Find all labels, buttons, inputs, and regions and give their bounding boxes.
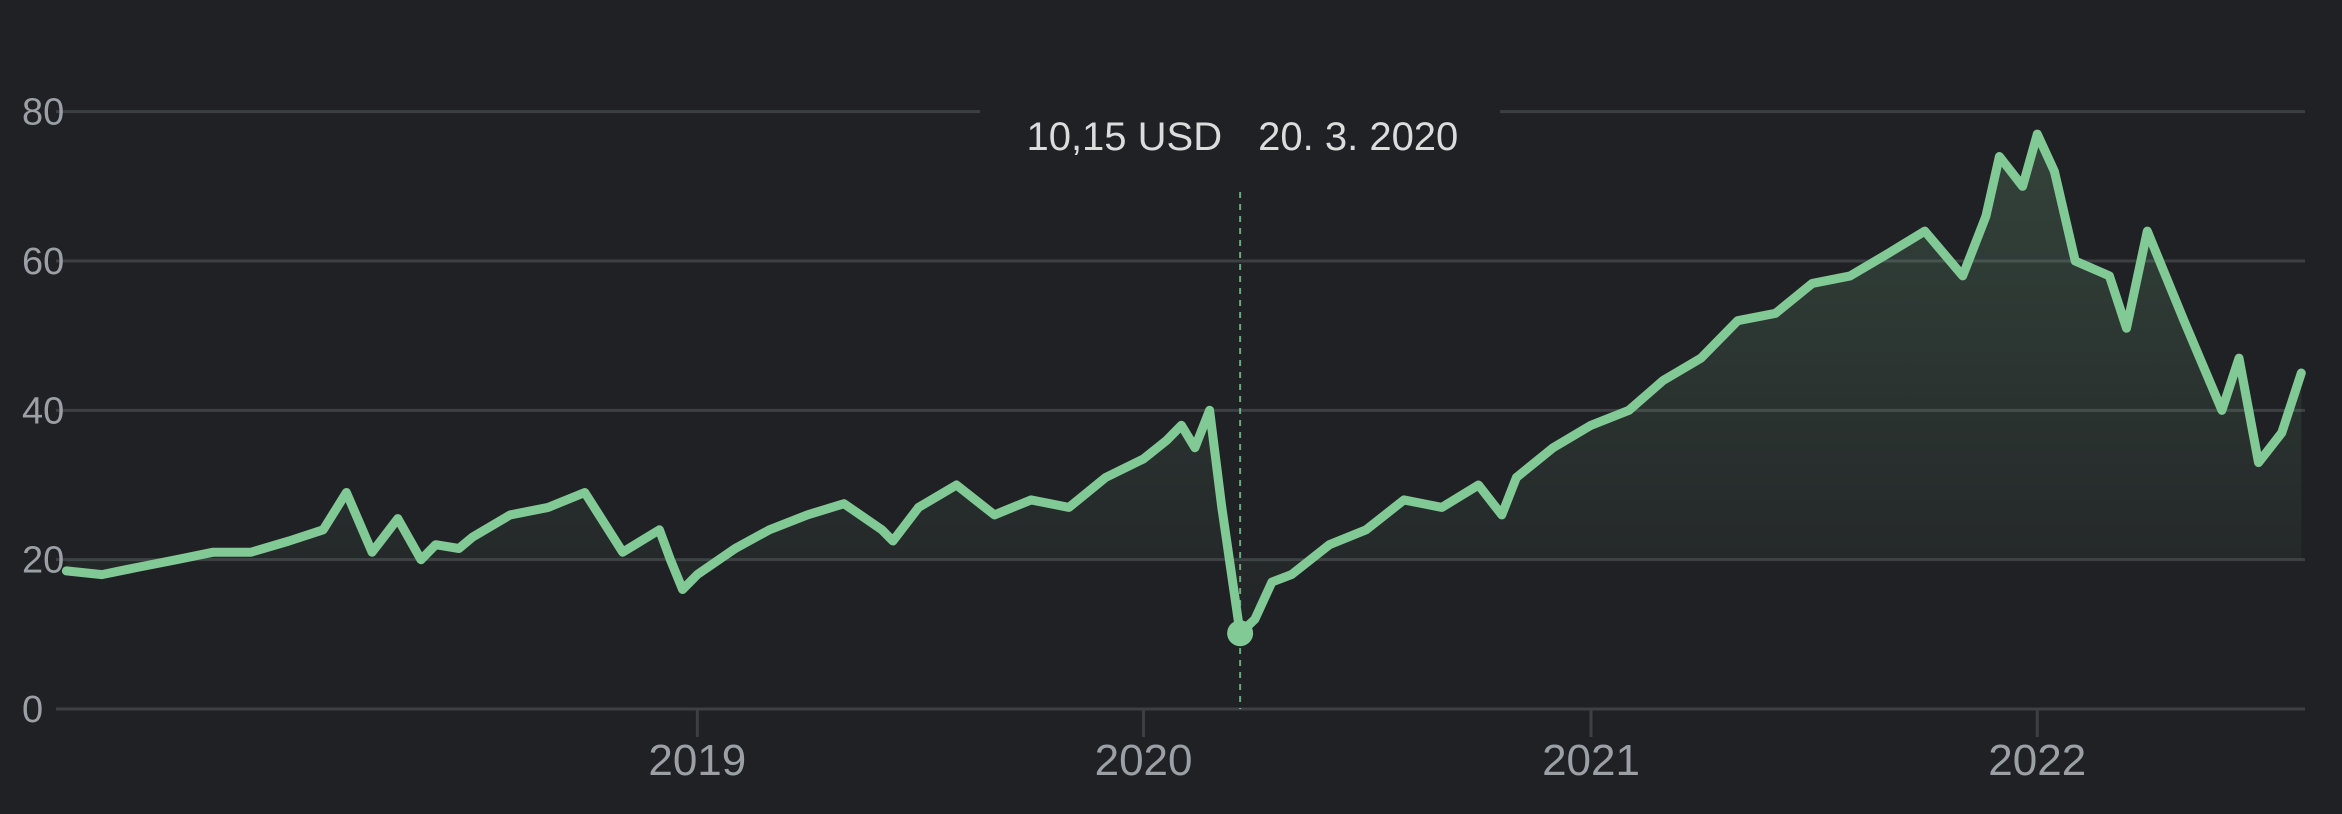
x-tick-label: 2019 (648, 736, 746, 785)
data-point (840, 500, 848, 508)
data-point (1206, 406, 1214, 414)
data-point (1438, 503, 1446, 511)
hover-tooltip: 10,15 USD 20. 3. 2020 (980, 110, 1501, 166)
data-point (2180, 317, 2188, 325)
selected-point-marker (1227, 620, 1254, 647)
data-point (544, 503, 552, 511)
data-point (1177, 421, 1185, 429)
data-point (2033, 130, 2041, 138)
data-point (2050, 167, 2058, 175)
price-area-fill (66, 134, 2302, 634)
data-point (417, 556, 425, 564)
data-point (1734, 317, 1742, 325)
data-point (506, 511, 514, 519)
data-point (731, 544, 739, 552)
data-point (878, 526, 886, 534)
data-point (1102, 474, 1110, 482)
data-point (172, 556, 180, 564)
data-point (1995, 152, 2003, 160)
data-point (1808, 279, 1816, 287)
data-point (1587, 421, 1595, 429)
tooltip-background (980, 110, 1501, 166)
data-point (990, 511, 998, 519)
data-point (803, 511, 811, 519)
data-point (1625, 406, 1633, 414)
data-point (1498, 511, 1506, 519)
y-tick-label: 60 (22, 241, 64, 283)
data-point (2143, 227, 2151, 235)
data-point (1065, 503, 1073, 511)
data-point (135, 563, 143, 571)
data-point (2218, 406, 2226, 414)
data-point (1512, 474, 1520, 482)
data-point (247, 548, 255, 556)
x-tick-label: 2021 (1542, 736, 1640, 785)
y-axis: 0 20 40 60 80 (22, 92, 64, 731)
data-point (666, 556, 674, 564)
data-point (693, 571, 701, 579)
data-point (619, 548, 627, 556)
data-point (679, 586, 687, 594)
data-point (468, 533, 476, 541)
data-point (1268, 578, 1276, 586)
x-tick-label: 2022 (1988, 736, 2086, 785)
data-point (2123, 324, 2131, 332)
data-point (209, 548, 217, 556)
data-point (1400, 496, 1408, 504)
data-point (342, 488, 350, 496)
data-point (1846, 272, 1854, 280)
data-point (2019, 182, 2027, 190)
data-point (1772, 309, 1780, 317)
tooltip-date: 20. 3. 2020 (1258, 115, 1458, 159)
data-point (394, 515, 402, 523)
y-tick-label: 80 (22, 92, 64, 134)
data-point (1140, 455, 1148, 463)
data-point (285, 537, 293, 545)
price-line[interactable] (61, 129, 2306, 638)
data-point (1218, 503, 1226, 511)
data-point (1959, 272, 1967, 280)
data-point (2297, 369, 2305, 377)
x-axis: 2019 2020 2021 2022 (648, 709, 2086, 785)
data-point (2255, 459, 2263, 467)
data-point (98, 571, 106, 579)
data-point (1475, 481, 1483, 489)
data-point (1163, 436, 1171, 444)
data-point (1884, 250, 1892, 258)
data-point (1982, 212, 1990, 220)
data-point (1325, 541, 1333, 549)
y-tick-label: 0 (22, 689, 43, 731)
data-point (319, 526, 327, 534)
data-point (1921, 227, 1929, 235)
data-point (2235, 354, 2243, 362)
data-point (432, 541, 440, 549)
tooltip-value: 10,15 USD (1026, 115, 1222, 159)
data-point (1659, 376, 1667, 384)
data-point (765, 526, 773, 534)
data-point (889, 537, 897, 545)
y-tick-label: 20 (22, 540, 64, 582)
data-point (1549, 444, 1557, 452)
data-point (1027, 496, 1035, 504)
data-point (1251, 615, 1259, 623)
data-point (655, 526, 663, 534)
data-point (1362, 526, 1370, 534)
data-point (455, 544, 463, 552)
data-point (62, 567, 70, 575)
data-point (2105, 272, 2113, 280)
data-point (952, 481, 960, 489)
data-point (581, 488, 589, 496)
data-point (2278, 429, 2286, 437)
data-point (1191, 444, 1199, 452)
y-tick-label: 40 (22, 390, 64, 432)
data-point (1287, 571, 1295, 579)
data-point (368, 548, 376, 556)
data-point (915, 503, 923, 511)
x-tick-label: 2020 (1095, 736, 1193, 785)
data-point (2071, 257, 2079, 265)
data-point (1697, 354, 1705, 362)
